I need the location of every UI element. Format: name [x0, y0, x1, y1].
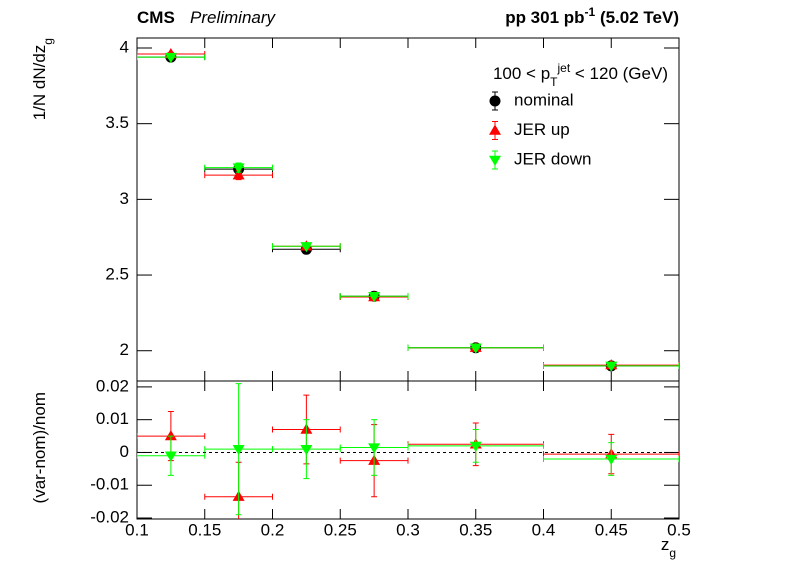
y-axis-label-part: (var-nom)/nom — [30, 392, 49, 503]
y-tick-label: -0.01 — [90, 475, 129, 494]
y-axis-label: (var-nom)/nom — [30, 392, 49, 503]
y-tick-label: 3 — [120, 189, 129, 208]
y-axis-label-part: 1/N dN/dz — [30, 45, 49, 121]
marker — [605, 361, 618, 372]
plot-area — [137, 48, 679, 372]
legend-title-part: < 120 (GeV) — [570, 64, 668, 83]
marker — [164, 430, 177, 441]
lumi-label: pp 301 pb-1 (5.02 TeV) — [505, 5, 679, 27]
marker — [469, 441, 482, 452]
marker — [300, 242, 313, 253]
x-tick-label: 0.15 — [188, 520, 221, 539]
y-tick-label: 0.02 — [96, 376, 129, 395]
lumi-label-part: pp 301 pb — [505, 8, 584, 27]
x-tick-label: 0.45 — [595, 520, 628, 539]
marker — [368, 443, 381, 454]
x-axis-label-part: g — [669, 546, 676, 560]
legend-title: 100 < pTjet < 120 (GeV) — [493, 61, 668, 89]
y-tick-label: 0.01 — [96, 409, 129, 428]
y-tick-label: 2.5 — [105, 265, 129, 284]
y-axis-label: 1/N dN/dzg — [30, 38, 55, 120]
marker — [605, 454, 618, 466]
lumi-label-part: -1 — [585, 5, 596, 19]
marker — [368, 292, 381, 303]
marker — [164, 52, 177, 64]
x-axis-label-part: z — [661, 535, 670, 554]
y-tick-label: 0 — [120, 442, 129, 461]
y-tick-label: 4 — [120, 37, 129, 56]
x-tick-label: 0.3 — [396, 520, 420, 539]
marker — [232, 444, 245, 456]
marker — [164, 451, 177, 462]
marker — [232, 169, 245, 180]
y-tick-label: 2 — [120, 340, 129, 359]
lumi-label-part: (5.02 TeV) — [595, 8, 679, 27]
legend-label: JER down — [514, 149, 591, 168]
legend-title-part: T — [550, 75, 558, 89]
x-tick-label: 0.4 — [532, 520, 556, 539]
legend-marker — [489, 95, 501, 107]
chart-title: CMS — [137, 8, 175, 27]
y-axis-label-part: g — [41, 38, 55, 45]
x-axis-label: zg — [661, 535, 676, 560]
legend-marker — [489, 124, 501, 135]
x-tick-label: 0.35 — [459, 520, 492, 539]
legend-title-part: jet — [557, 61, 571, 75]
x-tick-label: 0.1 — [125, 520, 149, 539]
legend-marker — [489, 155, 501, 166]
x-tick-label: 0.25 — [324, 520, 357, 539]
x-tick-label: 0.2 — [261, 520, 285, 539]
legend-label: JER up — [514, 120, 570, 139]
marker — [232, 163, 245, 174]
y-tick-label: -0.02 — [90, 508, 129, 527]
y-tick-label: 3.5 — [105, 113, 129, 132]
marker — [469, 343, 482, 354]
x-tick-label: 0.5 — [667, 520, 691, 539]
chart-subtitle: Preliminary — [190, 8, 277, 27]
legend-label: nominal — [514, 90, 574, 109]
plot-area — [137, 383, 679, 519]
legend-title-part: 100 < p — [493, 64, 550, 83]
marker — [300, 444, 313, 456]
